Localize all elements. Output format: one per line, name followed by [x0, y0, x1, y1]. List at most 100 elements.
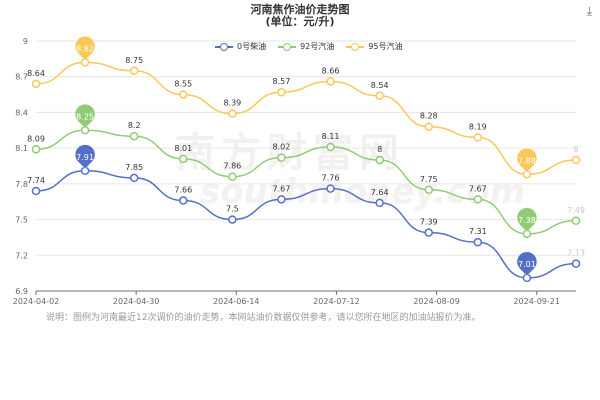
data-point: [129, 131, 139, 141]
chart-title-block: 河南焦作油价走势图 (单位：元/升): [0, 4, 600, 28]
data-point: [326, 142, 335, 152]
pin-label: 8.82: [76, 44, 94, 53]
data-label: 8.28: [420, 112, 438, 121]
data-point: [179, 90, 188, 99]
extremum-pin: [74, 36, 96, 61]
legend-label: 95号汽油: [368, 42, 403, 51]
data-point: [179, 196, 188, 205]
pin-label: 7.91: [76, 153, 94, 162]
data-label: 8: [377, 145, 382, 154]
data-label: 7.75: [420, 175, 438, 184]
data-point: [129, 66, 139, 76]
x-tick-label: 2024-04-30: [113, 297, 160, 306]
extremum-pin: [74, 144, 96, 170]
data-point: [424, 122, 433, 131]
data-label: 7.66: [174, 186, 192, 195]
data-point: [228, 109, 237, 118]
extremum-pin: [516, 251, 538, 277]
data-label: 7.64: [371, 188, 389, 197]
data-point: [375, 91, 384, 101]
legend-item-diesel[interactable]: 0号柴油: [215, 41, 266, 52]
y-tick-label: 8.1: [15, 144, 28, 153]
chart-title: 河南焦作油价走势图: [250, 3, 350, 16]
data-label: 8.57: [273, 77, 291, 86]
data-point: [228, 215, 237, 224]
data-point: [473, 195, 483, 204]
data-label: 7.31: [469, 227, 487, 236]
download-icon[interactable]: ⤓: [586, 4, 592, 18]
data-point: [31, 145, 41, 154]
data-label: 7.67: [273, 184, 291, 193]
data-label: 8.11: [322, 132, 340, 141]
data-label: 8.75: [125, 56, 143, 65]
pin-label: 7.01: [518, 260, 536, 269]
chart-note: 说明：图例为河南最近12次调价的油价走势，本网站油价数据仅供参考，请以您所在地区…: [46, 313, 481, 323]
y-tick-label: 7.2: [15, 251, 28, 260]
data-label: 8.54: [371, 81, 389, 90]
data-point: [277, 195, 286, 204]
legend-symbol: [215, 42, 233, 51]
data-point: [375, 155, 384, 165]
data-label: 7.13: [567, 249, 585, 258]
data-point: [31, 186, 41, 196]
data-point: [571, 216, 581, 226]
series-line-0: [35, 170, 577, 279]
y-tick-label: 8.7: [15, 73, 28, 82]
data-point: [375, 198, 384, 208]
data-label: 8.09: [27, 134, 45, 143]
data-label: 8.64: [27, 69, 45, 78]
watermark-subtext: southmoney.com: [200, 172, 526, 212]
data-label: 7.74: [27, 176, 45, 185]
data-label: 7.49: [567, 206, 585, 215]
extremum-pin: [516, 207, 538, 233]
data-point: [179, 154, 188, 164]
watermark-text: 南方财富网: [175, 130, 405, 176]
data-point: [424, 228, 433, 237]
series-line-2: [35, 61, 577, 176]
chart-legend: 0号柴油 92号汽油 95号汽油: [215, 41, 402, 52]
legend-item-95[interactable]: 95号汽油: [346, 41, 402, 52]
legend-label: 92号汽油: [300, 42, 335, 51]
data-point: [424, 185, 433, 195]
data-point: [129, 173, 139, 183]
data-point: [277, 153, 286, 162]
data-label: 7.85: [125, 163, 143, 172]
legend-symbol: [278, 42, 297, 51]
data-point: [31, 79, 41, 89]
data-point: [473, 237, 483, 247]
x-tick-label: 2024-07-12: [313, 297, 360, 306]
y-tick-label: 9: [23, 37, 28, 46]
data-point: [326, 184, 335, 193]
extremum-pin: [74, 103, 96, 129]
y-tick-label: 8.4: [15, 108, 28, 117]
data-point: [228, 172, 237, 181]
data-label: 8.55: [174, 80, 192, 89]
pin-label: 7.38: [518, 216, 536, 225]
data-label: 7.5: [226, 205, 239, 214]
data-point: [326, 77, 335, 86]
y-tick-label: 6.9: [15, 287, 28, 296]
pin-label: 7.88: [518, 156, 536, 165]
data-label: 8.39: [223, 99, 241, 108]
data-point: [571, 259, 581, 268]
pin-label: 8.25: [76, 112, 94, 121]
data-label: 7.67: [469, 184, 487, 193]
legend-item-92[interactable]: 92号汽油: [278, 41, 334, 52]
data-label: 8.2: [128, 121, 141, 130]
data-label: 7.86: [223, 162, 241, 171]
data-label: 8.66: [322, 66, 340, 75]
x-tick-label: 2024-08-09: [413, 297, 460, 306]
x-tick-label: 2024-06-14: [213, 297, 260, 306]
data-label: 8.01: [174, 144, 192, 153]
chart-subtitle: (单位：元/升): [265, 15, 335, 28]
legend-symbol: [346, 42, 365, 51]
y-tick-label: 7.5: [15, 216, 28, 225]
data-label: 8: [573, 145, 578, 154]
legend-label: 0号柴油: [237, 42, 267, 51]
data-point: [571, 155, 581, 165]
x-tick-label: 2024-09-21: [513, 297, 560, 306]
data-label: 8.19: [469, 122, 487, 131]
data-point: [277, 87, 286, 97]
